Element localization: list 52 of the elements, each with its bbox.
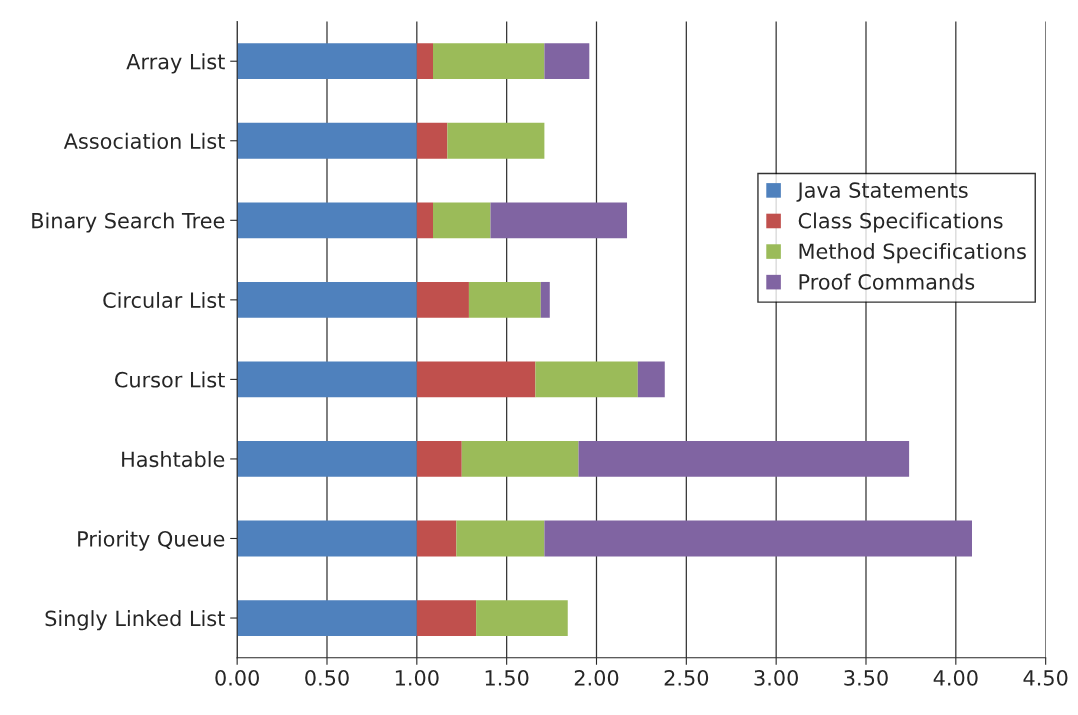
bar <box>416 122 448 159</box>
bar <box>237 520 417 557</box>
y-tick-label: Singly Linked List <box>45 610 225 631</box>
bar <box>237 122 417 159</box>
legend-label: Method Specifications <box>799 243 1026 264</box>
bar <box>456 520 545 557</box>
bar <box>416 441 462 477</box>
bar <box>544 43 590 80</box>
bar <box>433 202 491 239</box>
bar <box>461 441 579 477</box>
x-tick-label: 0.00 <box>215 669 259 686</box>
bar <box>490 202 628 239</box>
bar <box>540 281 550 318</box>
y-tick-label: Binary Search Tree <box>32 212 225 233</box>
bar <box>416 520 457 557</box>
bar <box>578 441 910 477</box>
legend-label: Proof Commands <box>799 273 975 290</box>
x-tick-label: 1.50 <box>485 669 529 686</box>
bar <box>468 281 541 318</box>
bar <box>416 600 477 636</box>
x-tick-label: 3.50 <box>844 669 888 686</box>
legend-label: Java Statements <box>796 182 968 202</box>
bar <box>237 441 417 477</box>
bar <box>416 281 469 318</box>
bar <box>237 202 417 239</box>
bar <box>416 202 433 239</box>
y-tick-label: Cursor List <box>115 371 225 388</box>
x-tick-label: 4.50 <box>1023 669 1068 686</box>
y-tick-label: Association List <box>63 132 225 149</box>
x-tick-label: 3.00 <box>754 669 798 686</box>
y-tick-label: Circular List <box>103 291 225 309</box>
x-tick-label: 1.00 <box>395 669 439 686</box>
x-tick-label: 0.50 <box>305 669 349 686</box>
legend-label: Class Specifications <box>798 212 1003 233</box>
bar <box>237 43 417 80</box>
y-tick-label: Priority Queue <box>78 530 225 551</box>
x-tick-label: 4.00 <box>933 669 978 686</box>
bar <box>447 122 545 159</box>
y-tick-label: Hashtable <box>122 451 225 468</box>
bar <box>637 361 665 398</box>
x-tick-label: 2.50 <box>664 669 709 686</box>
bar <box>237 600 417 636</box>
x-tick-label: 2.00 <box>574 669 619 686</box>
bar <box>476 600 568 636</box>
bar <box>416 43 433 80</box>
bar <box>535 361 638 398</box>
bar <box>433 43 545 80</box>
bar <box>544 520 972 557</box>
bar <box>237 361 417 398</box>
bar <box>416 361 536 398</box>
bar <box>237 281 417 318</box>
y-tick-label: Array List <box>126 53 225 74</box>
